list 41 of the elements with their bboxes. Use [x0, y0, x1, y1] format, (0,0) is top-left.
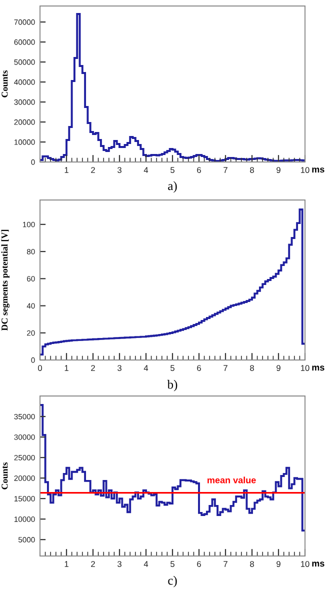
x-tick-label: 4: [144, 365, 148, 371]
text: c): [168, 576, 177, 588]
x-tick-label: 7: [224, 365, 228, 371]
x-tick-label: 3: [118, 365, 122, 371]
x-tick-label: 0: [38, 365, 42, 371]
x-tick-label: 5: [170, 167, 174, 173]
x-tick-label: 4: [144, 167, 148, 173]
x-tick-label: 5: [170, 561, 174, 567]
x-tick-label: 2: [91, 365, 95, 371]
x-tick-label: 1: [64, 561, 68, 567]
x-tick-label: 9: [276, 167, 280, 173]
x-tick-label: 10: [301, 167, 310, 173]
x-tick-label: 9: [276, 561, 280, 567]
x-tick-label: 8: [250, 561, 254, 567]
x-tick-label: 3: [118, 167, 122, 173]
ref-line-label: mean value: [208, 476, 256, 484]
x-axis-title: ms: [312, 562, 324, 567]
x-tick-label: 5: [170, 365, 174, 371]
x-tick-label: 7: [224, 167, 228, 173]
x-tick-label: 6: [197, 561, 201, 567]
x-tick-label: 2: [91, 167, 95, 173]
x-tick-label: 8: [250, 167, 254, 173]
x-tick-label: 9: [276, 365, 280, 371]
x-tick-label: 10: [301, 561, 310, 567]
x-tick-label: 1: [64, 167, 68, 173]
x-tick-label: 1: [64, 365, 68, 371]
y-axis-title: Counts: [2, 70, 8, 98]
x-tick-label: 6: [197, 365, 201, 371]
text: a): [168, 181, 177, 193]
x-axis-title: ms: [312, 168, 324, 173]
x-tick-label: 3: [118, 561, 122, 567]
x-tick-label: 6: [197, 167, 201, 173]
x-tick-label: 10: [301, 365, 310, 371]
x-tick-label: 7: [224, 561, 228, 567]
y-axis-title: Counts: [2, 462, 8, 490]
x-axis-title: ms: [312, 366, 324, 371]
text: b): [167, 380, 178, 392]
x-tick-label: 8: [250, 365, 254, 371]
y-axis-title: DC segments potential [V]: [1, 230, 10, 331]
x-tick-label: 4: [144, 561, 148, 567]
x-tick-label: 2: [91, 561, 95, 567]
